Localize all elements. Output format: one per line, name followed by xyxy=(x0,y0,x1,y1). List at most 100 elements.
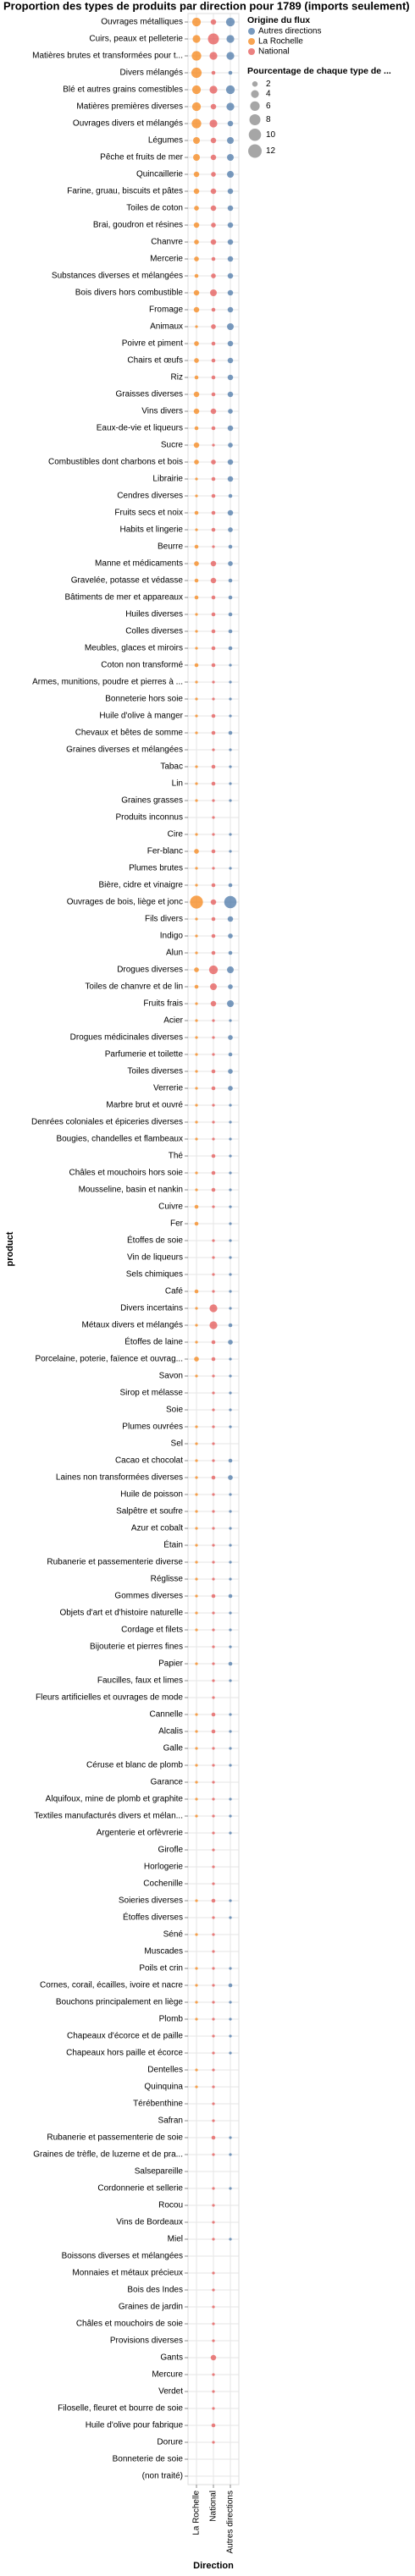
bubble xyxy=(194,1204,199,1209)
y-tick-label: Mercure xyxy=(152,2370,183,2380)
bubble xyxy=(211,375,216,380)
bubble xyxy=(194,460,199,465)
y-tick-label: Miel xyxy=(168,2235,183,2244)
bubble xyxy=(229,680,232,684)
bubble xyxy=(211,1340,216,1345)
bubble xyxy=(193,171,200,178)
bubble xyxy=(229,1611,232,1615)
bubble xyxy=(211,1069,216,1074)
bubble xyxy=(195,325,198,328)
y-tick-label: Étoffes diverses xyxy=(123,1912,183,1923)
y-tick-label: Huile d'olive à manger xyxy=(99,712,183,721)
bubble xyxy=(229,1408,232,1412)
y-tick-label: Fer xyxy=(170,1219,184,1229)
bubble xyxy=(228,527,233,532)
bubble xyxy=(191,118,202,129)
bubble xyxy=(195,1611,198,1615)
bubble xyxy=(210,239,217,245)
bubble xyxy=(195,630,198,633)
bubble xyxy=(227,188,234,195)
y-tick-label: Thé xyxy=(169,1152,184,1161)
y-tick-label: Savon xyxy=(159,1372,183,1381)
bubble xyxy=(229,1747,232,1750)
bubble xyxy=(212,1374,215,1378)
bubble xyxy=(211,527,216,532)
bubble xyxy=(193,137,200,144)
y-tick-label: Sirop et mélasse xyxy=(120,1389,184,1398)
bubble xyxy=(228,646,233,651)
bubble xyxy=(194,967,199,972)
bubble xyxy=(194,595,199,600)
bubble xyxy=(212,1814,215,1818)
bubble xyxy=(229,2034,232,2038)
bubble xyxy=(228,578,233,583)
y-tick-label: Fils divers xyxy=(145,915,183,924)
bubble xyxy=(227,916,234,922)
y-tick-label: Sels chimiques xyxy=(126,1270,183,1280)
x-tick-label: Autres directions xyxy=(226,2491,235,2553)
y-tick-label: Verdet xyxy=(158,2387,183,2397)
y-tick-label: Rubanerie et passementerie de soie xyxy=(47,2133,183,2143)
y-tick-label: Boissons diverses et mélangées xyxy=(62,2252,183,2261)
bubble xyxy=(227,1000,234,1007)
bubble xyxy=(194,984,199,989)
bubble xyxy=(211,493,216,498)
bubble xyxy=(195,1510,198,1513)
y-tick-label: Cannelle xyxy=(150,1710,184,1720)
bubble xyxy=(211,950,216,955)
bubble xyxy=(227,205,234,212)
bubble xyxy=(229,748,232,751)
bubble xyxy=(210,154,217,161)
bubble xyxy=(212,1120,215,1124)
bubble xyxy=(195,1036,198,1039)
bubble xyxy=(211,933,216,938)
bubble xyxy=(212,545,215,548)
bubble xyxy=(212,2102,215,2105)
y-tick-label: Graines diverses et mélangées xyxy=(66,746,183,755)
y-tick-label: Bougies, chandelles et flambeaux xyxy=(56,1135,183,1144)
bubble xyxy=(195,883,198,887)
size-legend-mark xyxy=(250,101,260,111)
bubble xyxy=(195,951,198,955)
y-tick-label: Faucilles, faux et limes xyxy=(97,1676,183,1686)
bubble xyxy=(229,1391,232,1395)
bubble xyxy=(212,1205,215,1208)
bubble xyxy=(195,1747,198,1750)
bubble xyxy=(227,476,234,482)
y-tick-label: Azur et cobalt xyxy=(131,1524,183,1533)
bubble xyxy=(225,85,235,95)
y-tick-label: Toiles de coton xyxy=(126,204,183,213)
y-tick-label: Fleurs artificielles et ouvrages de mode xyxy=(36,1693,183,1703)
bubble xyxy=(211,1593,216,1599)
bubble xyxy=(212,2068,215,2072)
bubble xyxy=(193,289,200,296)
bubble xyxy=(195,714,198,718)
y-tick-label: Séné xyxy=(163,1930,184,1940)
bubble xyxy=(195,2001,198,2004)
y-tick-label: Chairs et œufs xyxy=(127,356,183,366)
bubble xyxy=(194,1289,199,1294)
y-tick-label: Cacao et chocolat xyxy=(115,1456,183,1466)
bubble xyxy=(195,1899,198,1902)
bubble xyxy=(195,1374,198,1378)
y-tick-label: Salpêtre et soufre xyxy=(116,1507,183,1516)
y-tick-label: Gommes diverses xyxy=(114,1592,183,1601)
bubble xyxy=(229,2136,232,2139)
y-tick-label: Cire xyxy=(168,830,184,839)
bubble xyxy=(227,137,234,144)
bubble xyxy=(227,120,234,127)
bubble xyxy=(229,1645,232,1649)
y-tick-label: Graines de jardin xyxy=(119,2303,183,2312)
y-tick-label: Plumes brutes xyxy=(129,864,183,873)
bubble xyxy=(212,2407,215,2410)
bubble xyxy=(228,443,233,448)
y-tick-label: Coton non transformé xyxy=(101,661,183,670)
bubble xyxy=(212,1408,215,1412)
bubble xyxy=(211,2135,216,2140)
bubble xyxy=(210,899,217,905)
bubble xyxy=(212,1256,215,1259)
bubble xyxy=(209,52,218,60)
y-tick-label: Bois des Indes xyxy=(127,2286,183,2295)
bubble xyxy=(195,1781,198,1784)
y-tick-label: Mercerie xyxy=(150,255,183,264)
